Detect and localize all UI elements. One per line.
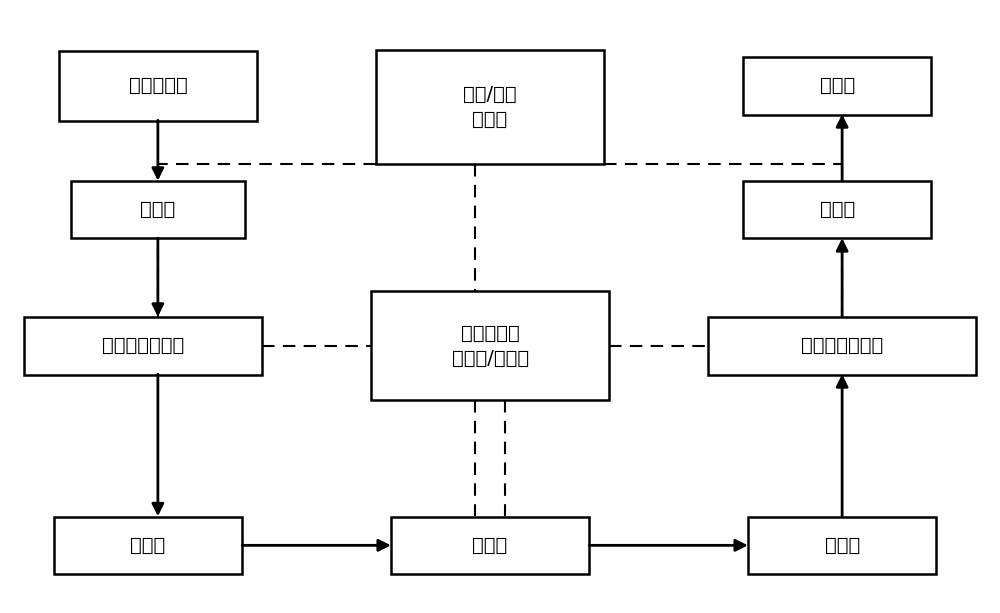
Text: 气体质量流量计: 气体质量流量计 (102, 337, 184, 356)
Bar (71, 181, 245, 238)
Bar (371, 291, 609, 400)
Bar (743, 57, 931, 115)
Bar (748, 517, 936, 574)
Text: 实验箱: 实验箱 (472, 536, 508, 555)
Text: 气体质量流量计: 气体质量流量计 (801, 337, 883, 356)
Bar (708, 317, 976, 375)
Bar (59, 51, 257, 121)
Bar (54, 517, 242, 574)
Bar (376, 50, 604, 164)
Bar (743, 181, 931, 238)
Text: 空气压缩泵: 空气压缩泵 (128, 76, 187, 95)
Bar (24, 317, 262, 375)
Text: 单向阀: 单向阀 (130, 536, 166, 555)
Bar (391, 517, 589, 574)
Text: 控制阀: 控制阀 (140, 200, 176, 219)
Text: 真空泵: 真空泵 (820, 76, 855, 95)
Text: 控制阀: 控制阀 (820, 200, 855, 219)
Text: 压力传感器
（高压/低压）: 压力传感器 （高压/低压） (452, 324, 529, 368)
Text: 控制/测量
计算机: 控制/测量 计算机 (463, 85, 517, 129)
Text: 单向阀: 单向阀 (824, 536, 860, 555)
